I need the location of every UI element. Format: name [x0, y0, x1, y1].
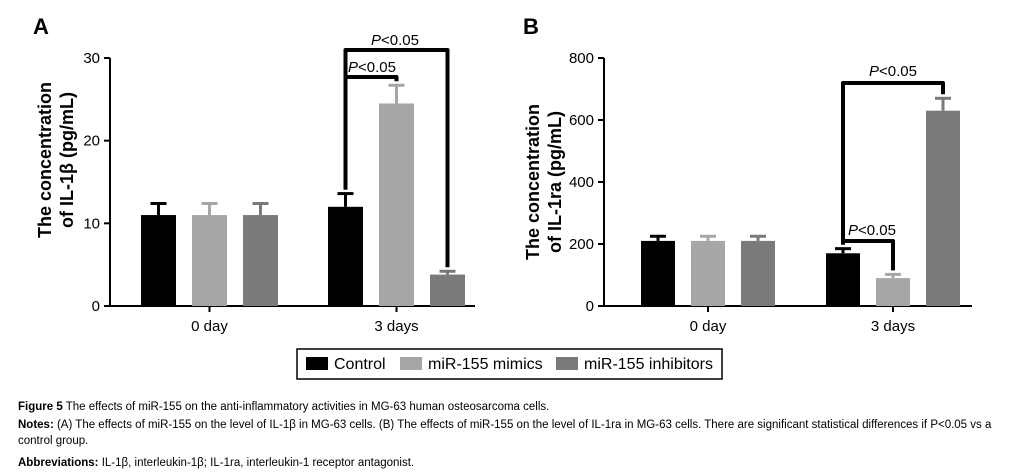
panel-b-significance-label: P<0.05 — [869, 63, 917, 80]
panel-a-ylabel-line2: of IL-1β (pg/mL) — [57, 92, 77, 228]
caption-title-text: The effects of miR-155 on the anti-infla… — [62, 401, 550, 413]
panel-a-significance-label: P<0.05 — [348, 59, 396, 76]
legend-swatch-mimics — [400, 357, 422, 370]
legend-swatch-inhibitors — [556, 357, 578, 370]
panel-a-bar — [430, 274, 465, 306]
figure-5-charts: A The concentration of IL-1β (pg/mL) 0 10… — [33, 14, 972, 380]
panel-b-ylabel-line1: The concentration — [523, 104, 543, 260]
panel-a-ytick-label: 30 — [83, 50, 100, 67]
panel-b-bar — [876, 278, 910, 306]
caption-notes-text: (A) The effects of miR-155 on the level … — [18, 419, 992, 447]
panel-b-label: B — [523, 14, 539, 39]
legend-box — [296, 348, 723, 380]
panel-a-label: A — [33, 14, 49, 39]
caption-title-bold: Figure 5 — [18, 401, 63, 413]
panel-b-ytick-label: 200 — [569, 236, 594, 253]
panel-b-bar — [926, 110, 960, 306]
panel-b-bar — [826, 253, 860, 306]
legend: Control miR-155 mimics miR-155 inhibitor… — [296, 348, 723, 380]
panel-a-ytick-label: 0 — [92, 298, 100, 315]
legend-label-control: Control — [334, 356, 386, 373]
panel-b-ytick-label: 600 — [569, 112, 594, 129]
panel-a-ytick-label: 10 — [83, 215, 100, 232]
panel-b-ytick-label: 0 — [586, 298, 594, 315]
panel-b-xtick-label: 3 days — [871, 318, 915, 335]
panel-b-significance-bracket — [841, 81, 945, 245]
panel-b-ytick-label: 400 — [569, 174, 594, 191]
legend-label-mimics: miR-155 mimics — [428, 356, 543, 373]
panel-a-xtick-label: 3 days — [374, 318, 418, 335]
caption-notes-bold: Notes: — [18, 419, 54, 431]
caption-abbreviations: Abbreviations: IL-1β, interleukin-1β; IL… — [18, 455, 998, 471]
panel-b-bar — [691, 240, 725, 306]
panel-b-bar — [741, 240, 775, 306]
panel-a-ytick-label: 20 — [83, 133, 100, 150]
panel-a-ylabel-line1: The concentration — [35, 82, 55, 238]
panel-b-bar — [641, 240, 675, 306]
panel-a-bar — [192, 215, 227, 306]
caption-abbr-bold: Abbreviations: — [18, 457, 99, 469]
panel-a-significance-label: P<0.05 — [371, 32, 419, 49]
legend-swatch-control — [306, 357, 328, 370]
panel-a-bar — [243, 215, 278, 306]
caption-abbr-text: IL-1β, interleukin-1β; IL-1ra, interleuk… — [98, 457, 415, 469]
panel-b-xtick-label: 0 day — [690, 318, 727, 335]
panel-a-xtick-label: 0 day — [191, 318, 228, 335]
panel-a-significance-bracket — [343, 48, 450, 268]
panel-b-chart: 0 200 400 600 800 0 day 3 days P<0.05 P<0.05 — [569, 50, 972, 335]
panel-b-significance-label: P<0.05 — [848, 222, 896, 239]
panel-a-chart: 0 10 20 30 0 day 3 days P<0.05 P<0.05 — [83, 32, 475, 335]
caption-title: Figure 5 The effects of miR-155 on the a… — [18, 399, 998, 415]
panel-b-ytick-label: 800 — [569, 50, 594, 67]
panel-b-ylabel-line2: of IL-1ra (pg/mL) — [545, 111, 565, 253]
legend-label-inhibitors: miR-155 inhibitors — [584, 356, 713, 373]
panel-a-bar — [141, 215, 176, 306]
caption-notes: Notes: (A) The effects of miR-155 on the… — [18, 417, 998, 449]
panel-a-bar — [379, 103, 414, 306]
panel-a-bar — [328, 206, 363, 306]
